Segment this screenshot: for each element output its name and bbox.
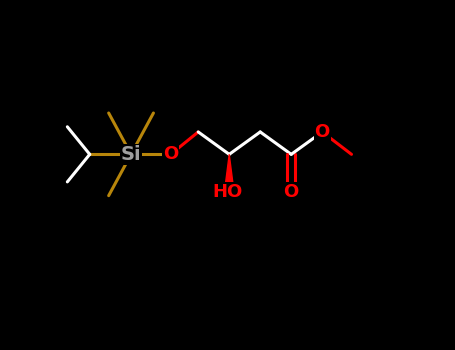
Text: O: O — [283, 183, 299, 201]
Text: HO: HO — [212, 183, 243, 201]
Polygon shape — [224, 154, 234, 192]
Text: O: O — [314, 123, 330, 141]
Text: O: O — [163, 145, 178, 163]
Text: Si: Si — [121, 145, 142, 164]
